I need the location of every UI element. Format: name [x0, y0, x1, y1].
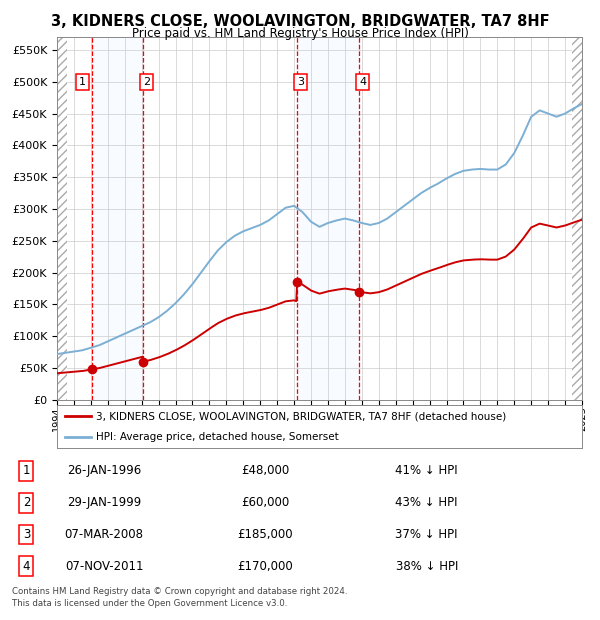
Bar	[297, 37, 359, 400]
Text: £48,000: £48,000	[241, 464, 290, 477]
Text: 37% ↓ HPI: 37% ↓ HPI	[395, 528, 458, 541]
Text: 07-NOV-2011: 07-NOV-2011	[65, 560, 143, 573]
Text: 43% ↓ HPI: 43% ↓ HPI	[395, 496, 458, 509]
Bar	[57, 37, 67, 400]
Text: 3, KIDNERS CLOSE, WOOLAVINGTON, BRIDGWATER, TA7 8HF (detached house): 3, KIDNERS CLOSE, WOOLAVINGTON, BRIDGWAT…	[97, 411, 506, 421]
Bar	[92, 37, 143, 400]
Text: 1: 1	[79, 77, 86, 87]
Text: £60,000: £60,000	[241, 496, 290, 509]
Text: 29-JAN-1999: 29-JAN-1999	[67, 496, 141, 509]
Text: 2: 2	[23, 496, 30, 509]
Bar	[572, 37, 582, 400]
Text: Contains HM Land Registry data © Crown copyright and database right 2024.: Contains HM Land Registry data © Crown c…	[12, 587, 347, 596]
Text: 4: 4	[359, 77, 366, 87]
Text: 3: 3	[297, 77, 304, 87]
Text: 3: 3	[23, 528, 30, 541]
Text: 07-MAR-2008: 07-MAR-2008	[65, 528, 143, 541]
Text: This data is licensed under the Open Government Licence v3.0.: This data is licensed under the Open Gov…	[12, 598, 287, 608]
Text: 26-JAN-1996: 26-JAN-1996	[67, 464, 141, 477]
Text: 41% ↓ HPI: 41% ↓ HPI	[395, 464, 458, 477]
Text: Price paid vs. HM Land Registry's House Price Index (HPI): Price paid vs. HM Land Registry's House …	[131, 27, 469, 40]
Text: £170,000: £170,000	[238, 560, 293, 573]
Text: 38% ↓ HPI: 38% ↓ HPI	[395, 560, 458, 573]
Text: 1: 1	[23, 464, 30, 477]
Text: 3, KIDNERS CLOSE, WOOLAVINGTON, BRIDGWATER, TA7 8HF: 3, KIDNERS CLOSE, WOOLAVINGTON, BRIDGWAT…	[50, 14, 550, 29]
Text: 4: 4	[23, 560, 30, 573]
Text: 2: 2	[143, 77, 150, 87]
Text: £185,000: £185,000	[238, 528, 293, 541]
Text: HPI: Average price, detached house, Somerset: HPI: Average price, detached house, Some…	[97, 432, 339, 442]
